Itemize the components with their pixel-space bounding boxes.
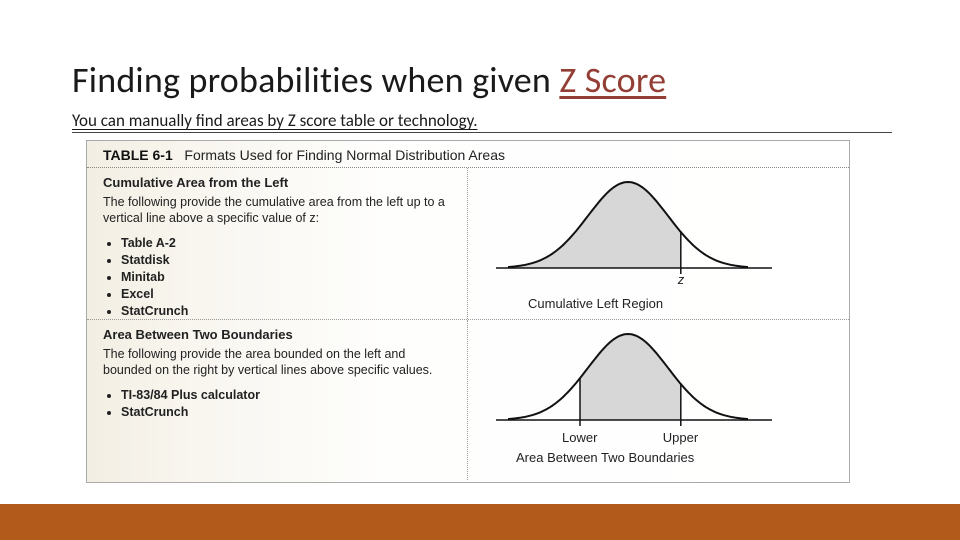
row2-heading: Area Between Two Boundaries [103,326,457,344]
row2-left: Area Between Two Boundaries The followin… [87,320,468,480]
list-item: Statdisk [121,252,457,269]
row2-description: The following provide the area bounded o… [103,346,457,380]
title-underlined: Z Score [559,58,666,102]
subtitle: You can manually find areas by Z score t… [72,110,892,131]
title-prefix: Finding probabilities when given [72,58,559,102]
row1-tool-list: Table A-2 Statdisk Minitab Excel StatCru… [109,235,457,319]
row2-chart-cell: Lower Upper Area Between Two Boundaries [468,320,849,480]
list-item: Minitab [121,269,457,286]
list-item: StatCrunch [121,303,457,320]
table-title: TABLE 6-1 Formats Used for Finding Norma… [87,141,849,168]
row1-description: The following provide the cumulative are… [103,194,457,228]
row2-tool-list: TI-83/84 Plus calculator StatCrunch [109,387,457,421]
row1-heading: Cumulative Area from the Left [103,174,457,192]
row1-caption: Cumulative Left Region [528,296,663,311]
table-row: Area Between Two Boundaries The followin… [87,320,849,480]
cumulative-left-chart [468,168,848,298]
list-item: StatCrunch [121,404,457,421]
row1-left: Cumulative Area from the Left The follow… [87,168,468,319]
table-title-bold: TABLE 6-1 [103,147,173,163]
list-item: Excel [121,286,457,303]
slide: Finding probabilities when given Z Score… [0,0,960,540]
lower-label: Lower [562,430,597,445]
footer-bar [0,504,960,540]
z-label: z [678,272,685,287]
between-boundaries-chart [468,320,848,450]
list-item: TI-83/84 Plus calculator [121,387,457,404]
row1-chart-cell: z Cumulative Left Region [468,168,849,319]
list-item: Table A-2 [121,235,457,252]
table-row: Cumulative Area from the Left The follow… [87,168,849,320]
upper-label: Upper [663,430,698,445]
table-figure: TABLE 6-1 Formats Used for Finding Norma… [86,140,850,483]
page-title: Finding probabilities when given Z Score [72,58,666,102]
row2-caption: Area Between Two Boundaries [516,450,694,465]
subtitle-rule [72,132,892,133]
table-title-rest: Formats Used for Finding Normal Distribu… [184,147,505,163]
